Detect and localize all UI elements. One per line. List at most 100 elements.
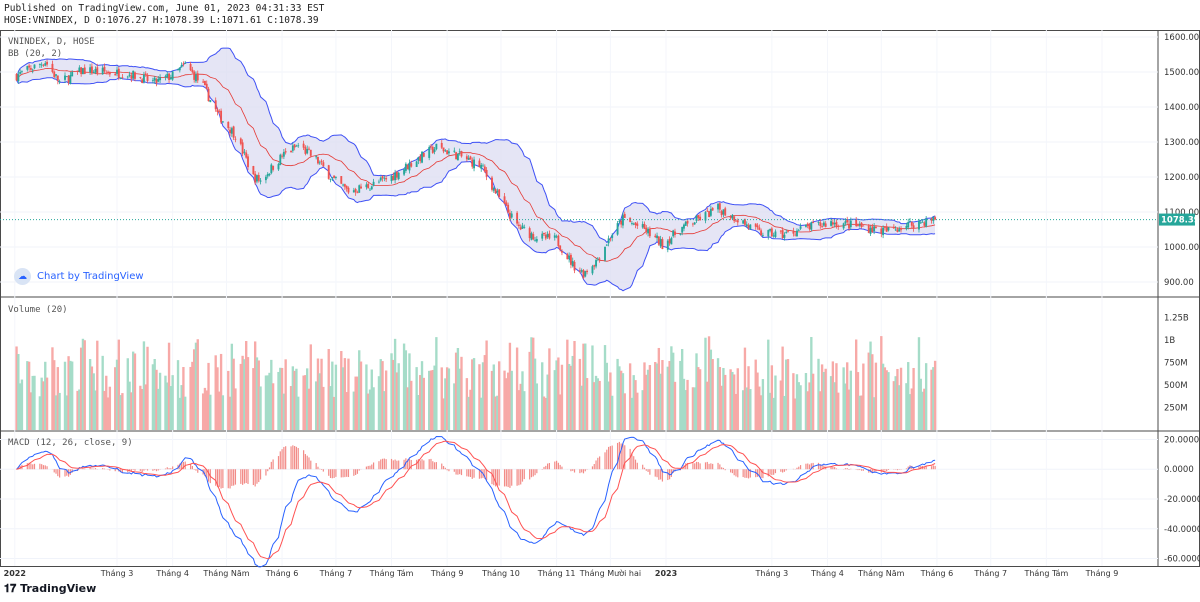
candle-body (918, 220, 920, 230)
tradingview-logo[interactable]: 𝟏𝟕 TradingView (4, 582, 96, 596)
candle-body (885, 226, 888, 232)
volume-bar (896, 368, 899, 430)
volume-bar (724, 374, 727, 430)
time-tick-label: 2022 (4, 569, 26, 578)
candle-body (837, 225, 840, 227)
candle-body (20, 70, 23, 72)
macd-histogram-bar (494, 469, 497, 487)
candle-body (733, 216, 736, 222)
macd-histogram-bar (819, 464, 821, 470)
time-tick-label: Tháng 10 (481, 569, 520, 578)
volume-bar (478, 364, 481, 430)
tradingview-watermark[interactable]: ☁ Chart by TradingView (14, 268, 144, 285)
candle-body (471, 159, 474, 167)
macd-histogram-bar (469, 469, 472, 477)
volume-bar (38, 396, 42, 430)
volume-bar (297, 396, 300, 430)
bollinger-lower-line (16, 77, 936, 292)
macd-histogram-bar (306, 455, 308, 470)
macd-histogram-bar (620, 443, 622, 470)
macd-histogram-bar (206, 469, 208, 478)
volume-bar (923, 388, 926, 430)
volume-bar (558, 394, 562, 430)
macd-histogram-bar (53, 469, 55, 473)
volume-bar (81, 338, 85, 430)
macd-histogram-bar (229, 469, 231, 489)
volume-bar (566, 339, 569, 430)
candle-body (331, 177, 334, 179)
macd-histogram-bar (130, 469, 132, 472)
macd-histogram-bar (516, 469, 518, 486)
candle-body (609, 238, 612, 240)
volume-bar (485, 340, 488, 430)
macd-histogram-bar (511, 469, 513, 486)
volume-bar (593, 382, 596, 430)
macd-histogram-bar (234, 469, 237, 485)
candle-body (496, 190, 499, 193)
volume-bar (779, 380, 783, 430)
candle-body (144, 73, 147, 75)
macd-histogram-bar (164, 468, 167, 470)
volume-bar (704, 337, 707, 430)
candle-body (155, 79, 158, 84)
macd-histogram-bar (796, 467, 798, 470)
candle-body (892, 226, 895, 229)
candle-body (835, 221, 838, 228)
volume-bar (126, 358, 129, 430)
volume-bar (234, 388, 237, 430)
macd-histogram-bar (559, 464, 561, 470)
candle-body (103, 66, 106, 72)
volume-bar (641, 390, 644, 430)
candle-body (96, 67, 99, 74)
candle-body (683, 224, 685, 229)
macd-histogram-bar (93, 468, 95, 470)
macd-histogram-bar (254, 469, 256, 487)
candle-body (874, 226, 877, 229)
volume-bar (584, 343, 587, 430)
candle-body (83, 67, 86, 75)
macd-tick-label: -20.0000 (1164, 495, 1200, 505)
candle-body (15, 74, 18, 81)
macd-histogram-bar (532, 469, 534, 477)
volume-bar (83, 340, 86, 430)
price-tick-label: 1500.00 (1164, 68, 1199, 78)
candle-body (620, 220, 623, 225)
price-tick-label: 1600.00 (1164, 33, 1199, 43)
macd-histogram-bar (268, 467, 271, 470)
volume-bar (395, 372, 399, 430)
volume-bar (365, 364, 368, 430)
volume-bar (194, 342, 198, 430)
price-tick-label: 1300.00 (1164, 138, 1199, 148)
time-tick-label: Tháng Mười hai (579, 568, 641, 578)
volume-bar (404, 350, 408, 430)
volume-bar (153, 359, 156, 430)
volume-bar (758, 386, 761, 430)
macd-histogram-bar (134, 469, 136, 471)
candle-body (369, 189, 371, 191)
macd-histogram-bar (30, 463, 32, 470)
macd-histogram-bar (396, 460, 398, 470)
volume-bar (381, 361, 384, 430)
macd-histogram-bar (290, 446, 292, 470)
candle-body (164, 76, 167, 78)
volume-bar (899, 367, 903, 430)
volume-bar (94, 390, 97, 430)
candle-body (329, 179, 332, 180)
candle-body (433, 149, 436, 152)
candle-body (842, 223, 845, 229)
macd-histogram-bar (245, 469, 247, 484)
candle-body (478, 160, 481, 168)
macd-histogram-bar (179, 463, 181, 470)
macd-histogram-bar (733, 469, 735, 476)
macd-histogram-bar (346, 469, 348, 477)
candle-body (229, 129, 231, 134)
volume-bar (824, 368, 827, 430)
volume-bar (379, 359, 382, 430)
macd-histogram-bar (120, 469, 122, 473)
volume-bar (309, 344, 312, 430)
candle-body (718, 203, 721, 210)
macd-histogram-bar (444, 467, 446, 470)
volume-bar (442, 398, 445, 430)
volume-bar (569, 365, 573, 430)
